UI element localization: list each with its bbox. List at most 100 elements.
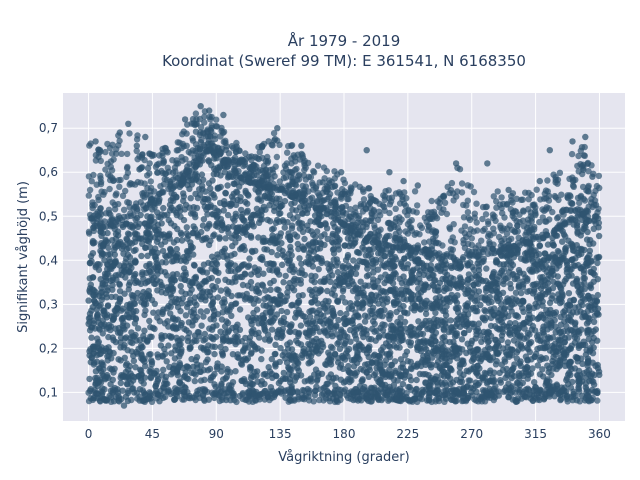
data-point bbox=[188, 286, 195, 293]
data-point bbox=[321, 275, 328, 282]
data-point bbox=[342, 228, 349, 235]
data-point bbox=[240, 217, 247, 224]
data-point bbox=[554, 280, 562, 287]
data-point bbox=[190, 223, 197, 230]
data-point bbox=[183, 375, 191, 382]
data-point bbox=[253, 288, 260, 295]
data-point bbox=[566, 359, 574, 366]
data-point bbox=[540, 329, 547, 336]
data-point bbox=[584, 358, 592, 365]
data-point bbox=[534, 257, 541, 264]
data-point bbox=[105, 374, 112, 382]
data-point bbox=[557, 396, 564, 404]
data-point bbox=[297, 322, 305, 329]
data-point bbox=[446, 298, 453, 305]
data-point bbox=[102, 148, 109, 156]
data-point bbox=[266, 337, 273, 344]
data-point bbox=[116, 183, 123, 190]
data-point bbox=[590, 318, 598, 325]
data-point bbox=[561, 307, 569, 314]
data-point bbox=[230, 196, 237, 204]
data-point bbox=[157, 342, 165, 349]
data-point bbox=[310, 168, 317, 175]
data-point bbox=[233, 334, 240, 341]
data-point bbox=[420, 320, 428, 327]
data-point bbox=[468, 241, 476, 249]
data-point bbox=[140, 288, 147, 296]
data-point bbox=[503, 323, 510, 330]
data-point bbox=[257, 255, 264, 262]
data-point bbox=[200, 313, 207, 320]
data-point bbox=[242, 334, 249, 342]
data-point bbox=[558, 289, 565, 297]
data-point bbox=[432, 295, 440, 302]
data-point bbox=[197, 377, 205, 384]
data-point bbox=[335, 316, 342, 324]
data-point bbox=[154, 261, 161, 268]
data-point bbox=[391, 269, 398, 276]
data-point bbox=[555, 326, 562, 334]
data-point bbox=[473, 297, 481, 304]
data-point bbox=[105, 333, 112, 341]
data-point bbox=[168, 334, 175, 341]
data-point bbox=[396, 275, 403, 283]
data-point bbox=[218, 226, 225, 234]
data-point bbox=[180, 216, 188, 224]
data-point bbox=[314, 376, 321, 383]
data-point bbox=[212, 259, 220, 266]
data-point bbox=[200, 288, 207, 295]
data-point bbox=[428, 305, 436, 312]
data-point bbox=[154, 287, 161, 294]
data-point bbox=[293, 355, 300, 363]
data-point bbox=[174, 254, 182, 261]
data-point bbox=[124, 251, 132, 258]
data-point bbox=[214, 277, 222, 285]
data-point bbox=[199, 268, 206, 276]
data-point bbox=[519, 379, 526, 387]
data-point bbox=[345, 375, 352, 383]
data-point bbox=[574, 224, 581, 232]
data-point bbox=[579, 295, 586, 302]
data-point bbox=[229, 242, 236, 250]
data-point bbox=[427, 376, 434, 384]
data-point bbox=[287, 328, 294, 336]
data-point bbox=[260, 315, 268, 322]
data-point bbox=[401, 290, 408, 297]
data-point bbox=[134, 223, 142, 231]
data-point bbox=[284, 341, 291, 348]
data-point bbox=[390, 342, 398, 349]
data-point bbox=[113, 304, 121, 312]
data-point bbox=[238, 244, 246, 251]
data-point bbox=[277, 344, 284, 352]
data-point bbox=[99, 330, 107, 337]
data-point bbox=[266, 266, 273, 273]
data-point bbox=[268, 198, 275, 205]
data-point bbox=[115, 271, 122, 278]
data-point bbox=[277, 203, 284, 210]
data-point bbox=[207, 185, 214, 192]
data-point bbox=[586, 348, 593, 355]
data-point bbox=[134, 279, 142, 286]
data-point bbox=[165, 216, 172, 224]
data-point bbox=[319, 343, 327, 350]
data-point bbox=[282, 272, 289, 280]
data-point bbox=[398, 372, 405, 380]
data-point bbox=[125, 286, 132, 293]
data-point bbox=[432, 309, 439, 316]
data-point bbox=[552, 309, 560, 316]
data-point bbox=[371, 351, 378, 358]
data-point bbox=[330, 312, 337, 319]
data-point bbox=[276, 210, 283, 218]
data-point bbox=[115, 356, 122, 363]
data-point bbox=[222, 189, 229, 197]
data-point bbox=[280, 279, 287, 286]
data-point bbox=[122, 259, 129, 266]
data-point bbox=[329, 344, 336, 352]
data-point bbox=[273, 372, 280, 380]
data-point bbox=[469, 304, 477, 311]
data-point bbox=[294, 372, 301, 379]
data-point bbox=[490, 193, 497, 200]
data-point bbox=[220, 207, 227, 214]
data-point bbox=[323, 225, 331, 232]
data-point bbox=[198, 280, 206, 288]
